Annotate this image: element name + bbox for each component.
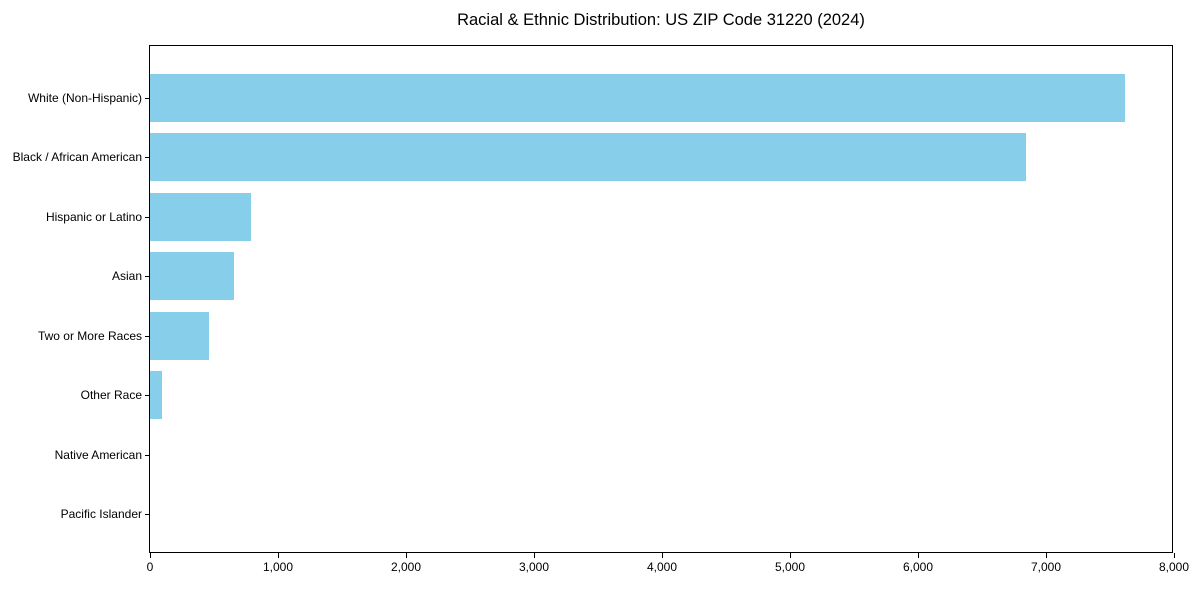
bar-other-race xyxy=(150,371,162,420)
y-tick-label-white-non-hispanic: White (Non-Hispanic) xyxy=(27,91,142,105)
y-tick-label-other-race: Other Race xyxy=(80,388,142,403)
y-tick-mark xyxy=(145,216,150,218)
x-tick-label-7000: 7,000 xyxy=(1030,560,1062,574)
x-tick-label-2000: 2,000 xyxy=(390,560,422,574)
x-tick-mark xyxy=(406,553,407,558)
x-tick-mark xyxy=(662,553,663,558)
bar-two-or-more-races xyxy=(150,311,209,360)
y-tick-mark xyxy=(145,157,150,159)
x-tick-mark xyxy=(790,553,791,558)
y-tick-label-two-or-more-races: Two or More Races xyxy=(37,328,142,343)
y-tick-mark xyxy=(145,98,150,99)
y-tick-mark xyxy=(145,395,150,397)
y-tick-mark xyxy=(145,454,150,456)
y-tick-mark xyxy=(145,335,150,337)
x-tick-label-4000: 4,000 xyxy=(646,560,678,574)
plot-area: White (Non-Hispanic) Black / African Amer… xyxy=(13,45,1189,574)
x-tick-mark xyxy=(1174,553,1175,558)
x-tick-label-8000: 8,000 xyxy=(1158,560,1190,574)
x-tick-label-5000: 5,000 xyxy=(774,560,806,574)
bar-white-non-hispanic xyxy=(150,74,1126,122)
y-tick-mark xyxy=(145,514,150,515)
x-tick-label-1000: 1,000 xyxy=(262,560,294,574)
y-tick-label-black-african-american: Black / African American xyxy=(12,150,142,165)
x-tick-mark xyxy=(534,553,535,558)
x-tick-label-0: 0 xyxy=(146,560,154,574)
y-tick-label-hispanic-or-latino: Hispanic or Latino xyxy=(45,209,142,224)
y-tick-label-native-american: Native American xyxy=(54,447,142,462)
bar-hispanic-or-latino xyxy=(150,192,252,241)
y-tick-mark xyxy=(145,276,150,278)
x-tick-mark xyxy=(278,553,279,558)
y-tick-label-asian: Asian xyxy=(111,269,142,284)
x-tick-mark xyxy=(1046,553,1047,558)
x-tick-label-6000: 6,000 xyxy=(902,560,934,574)
x-tick-mark xyxy=(918,553,919,558)
chart-title: Racial & Ethnic Distribution: US ZIP Cod… xyxy=(457,11,865,29)
x-tick-mark xyxy=(150,553,151,558)
x-tick-label-3000: 3,000 xyxy=(518,560,550,574)
bar-black-african-american xyxy=(150,133,1026,182)
bar-asian xyxy=(150,252,235,301)
y-tick-label-pacific-islander: Pacific Islander xyxy=(60,507,142,521)
